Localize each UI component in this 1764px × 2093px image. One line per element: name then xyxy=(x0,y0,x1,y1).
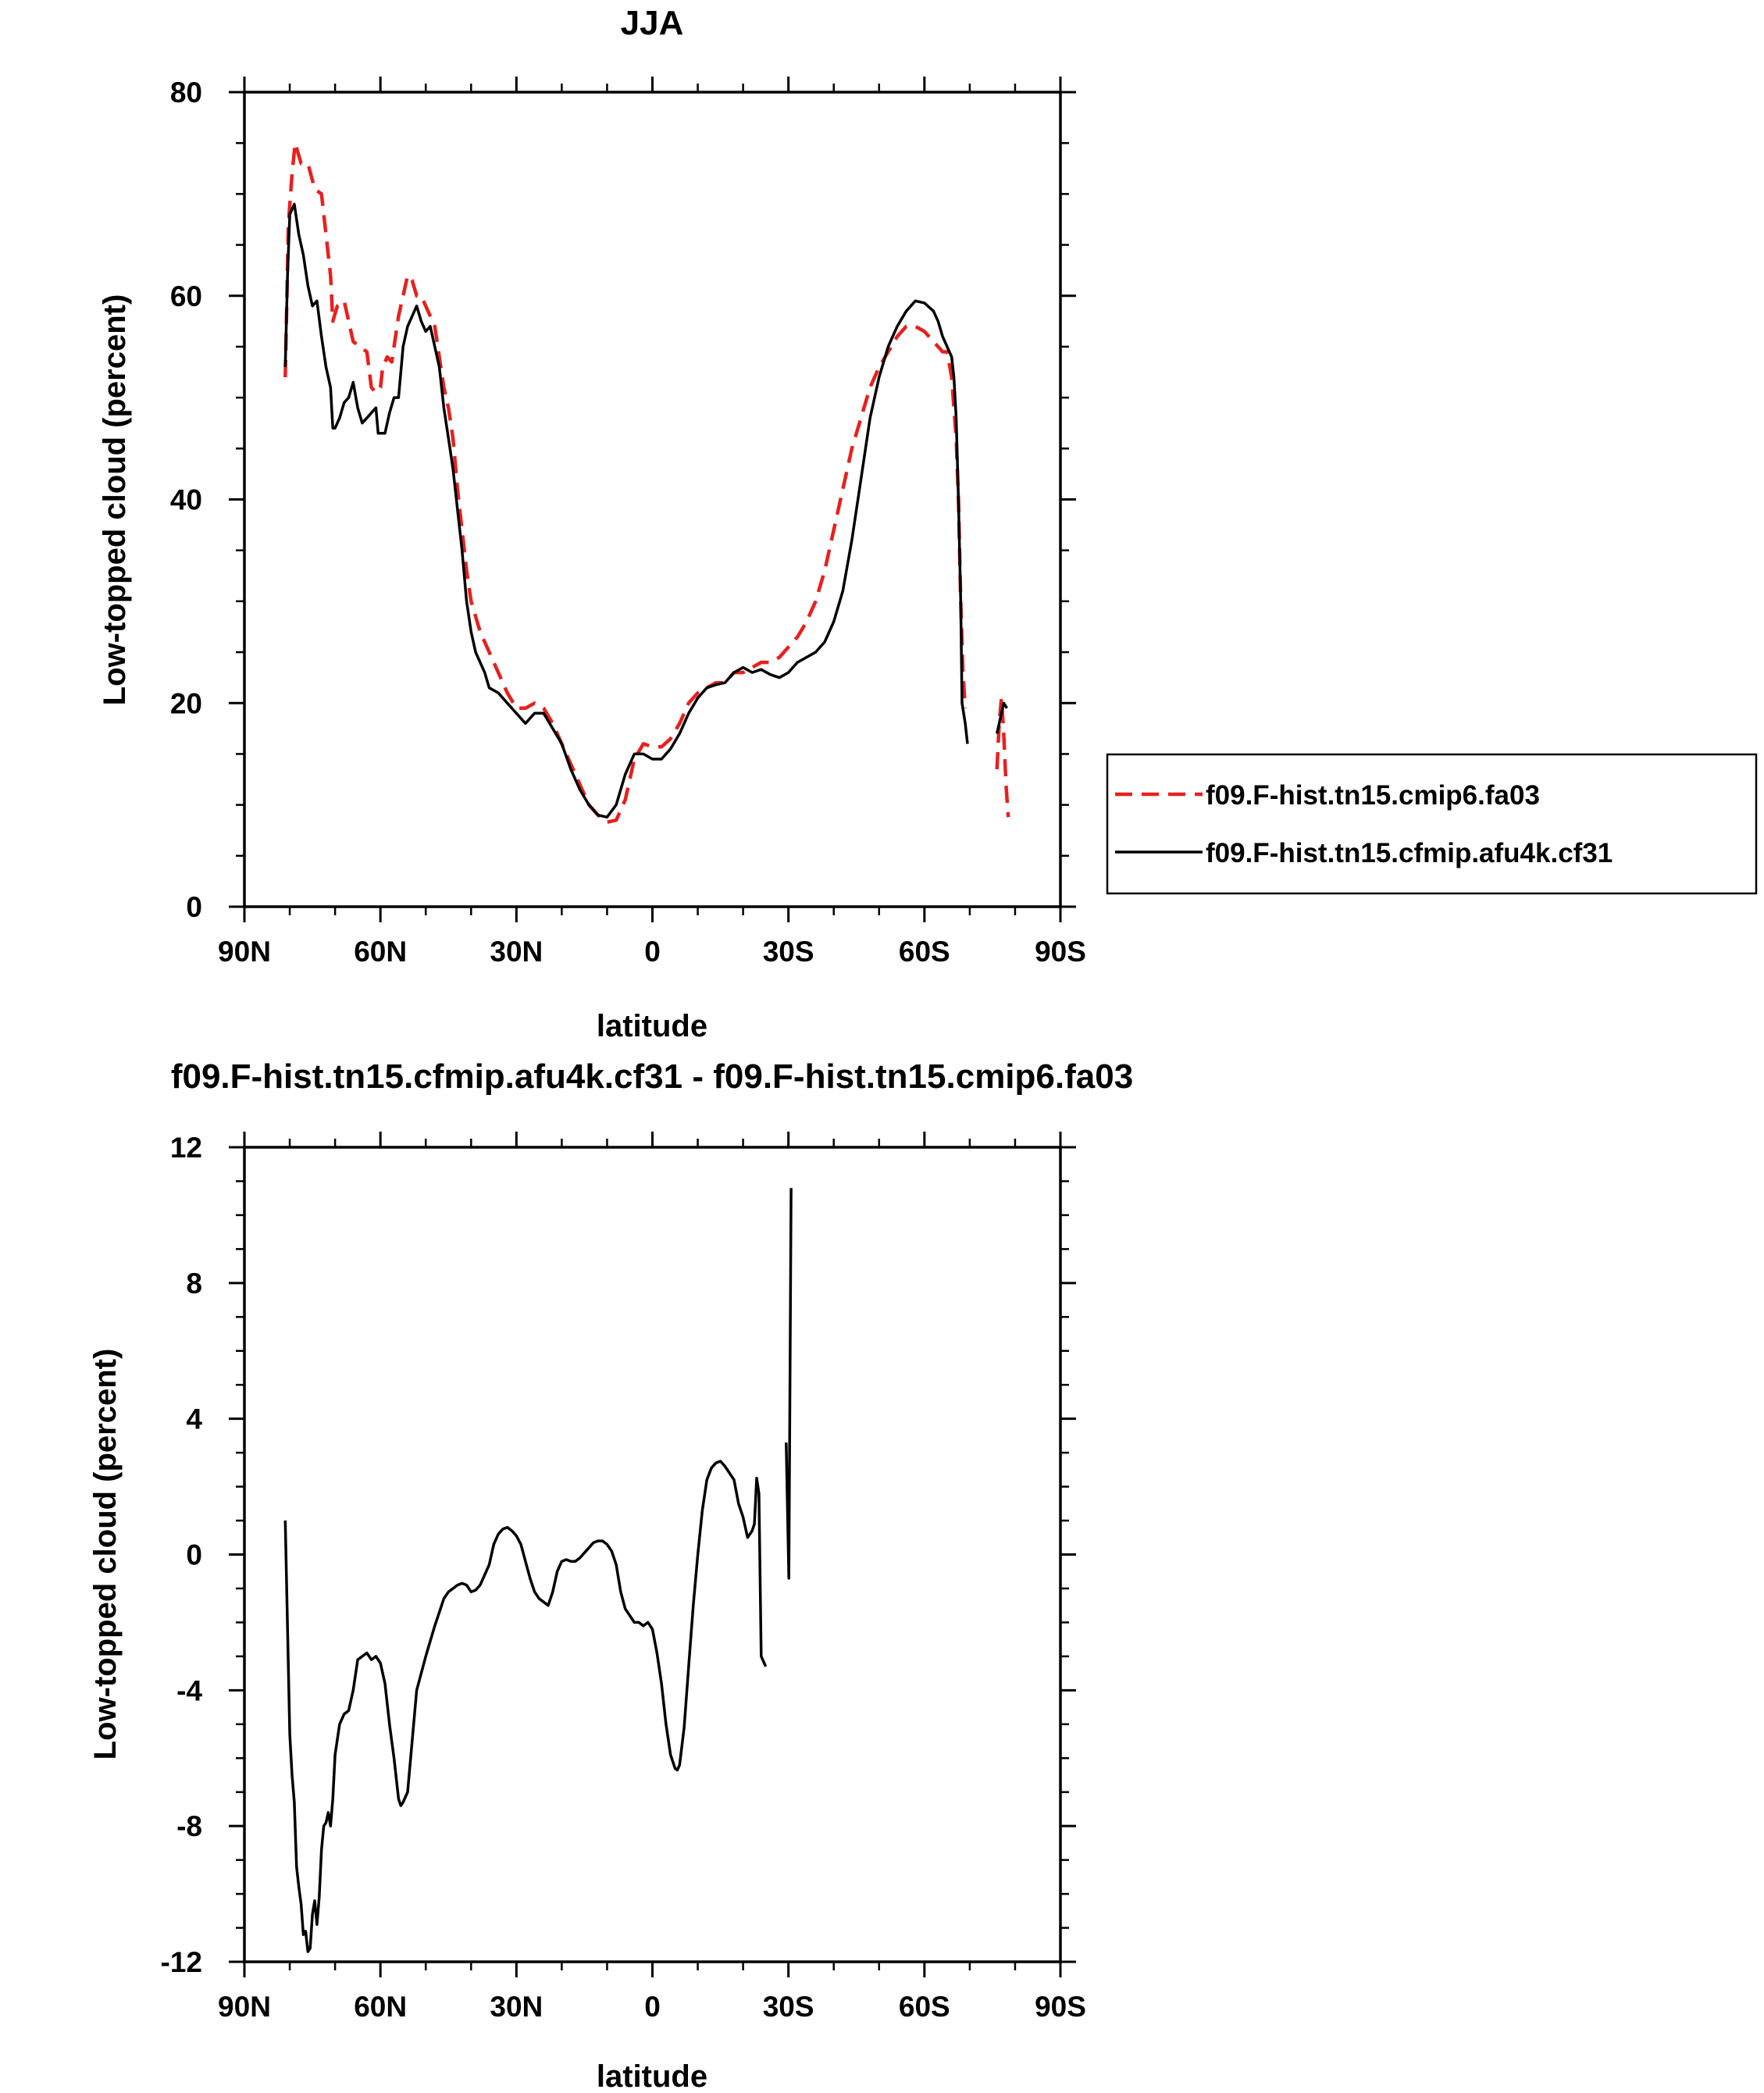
top-y-tick-label: 60 xyxy=(170,280,202,312)
legend: f09.F-hist.tn15.cmip6.fa03 f09.F-hist.tn… xyxy=(1106,753,1758,895)
bottom-x-tick-label: 60S xyxy=(899,1991,950,2023)
top-axis-ticks: 90N 60N 30N 0 30S 60S 90S 0 20 40 60 80 xyxy=(170,77,1086,968)
top-y-axis-label: Low-topped cloud (percent) xyxy=(98,294,132,706)
bottom-x-tick-label: 90S xyxy=(1035,1991,1086,2023)
top-x-tick-label: 90N xyxy=(218,936,271,968)
bottom-series xyxy=(283,1188,793,1953)
bottom-plot-frame xyxy=(243,1146,1062,1963)
top-series-line-1-segment-0 xyxy=(283,202,969,819)
top-x-axis-label: latitude xyxy=(597,1009,707,1043)
bottom-axis-ticks: 90N 60N 30N 0 30S 60S 90S -12 -8 -4 0 4 8 12 xyxy=(161,1132,1086,2023)
legend-label-cf31: f09.F-hist.tn15.cfmip.afu4k.cf31 xyxy=(1206,838,1613,868)
bottom-series-line-0-segment-0 xyxy=(283,1460,768,1953)
top-chart-title: JJA xyxy=(621,4,684,42)
bottom-x-tick-label: 0 xyxy=(644,1991,661,2023)
top-x-tick-label: 30S xyxy=(763,936,814,968)
bottom-x-axis-label: latitude xyxy=(597,2059,707,2093)
top-x-tick-label: 60N xyxy=(354,936,407,968)
top-x-tick-label: 30N xyxy=(490,936,543,968)
top-x-tick-label: 60S xyxy=(899,936,950,968)
top-series xyxy=(283,141,1010,825)
top-series-line-0-segment-0 xyxy=(283,141,968,825)
bottom-y-tick-label: -8 xyxy=(176,1810,202,1842)
top-x-tick-label: 0 xyxy=(644,936,661,968)
bottom-x-tick-label: 60N xyxy=(354,1991,407,2023)
bottom-chart-title: f09.F-hist.tn15.cfmip.afu4k.cf31 - f09.F… xyxy=(171,1057,1133,1096)
top-y-tick-label: 80 xyxy=(170,77,202,109)
top-x-tick-label: 90S xyxy=(1035,936,1086,968)
top-y-tick-label: 0 xyxy=(186,891,202,923)
bottom-x-tick-label: 30S xyxy=(763,1991,814,2023)
top-series-line-1-segment-1 xyxy=(995,701,1008,734)
bottom-y-tick-label: 4 xyxy=(186,1403,202,1435)
bottom-x-tick-label: 30N xyxy=(490,1991,543,2023)
bottom-y-axis-label: Low-topped cloud (percent) xyxy=(88,1349,123,1760)
legend-label-fa03: f09.F-hist.tn15.cmip6.fa03 xyxy=(1206,780,1540,811)
legend-box xyxy=(1106,753,1758,895)
top-y-tick-label: 20 xyxy=(170,687,202,719)
bottom-panel: f09.F-hist.tn15.cfmip.afu4k.cf31 - f09.F… xyxy=(88,1057,1133,2093)
bottom-y-tick-label: 12 xyxy=(170,1132,202,1164)
bottom-series-line-0-segment-1 xyxy=(785,1188,793,1580)
bottom-y-tick-label: -4 xyxy=(176,1674,202,1706)
top-panel: JJA 90N 60N 30N 0 30S 60S 90S 0 20 40 60 80 Low-top… xyxy=(98,4,1758,1043)
top-plot-frame xyxy=(243,91,1062,908)
bottom-x-tick-label: 90N xyxy=(218,1991,271,2023)
bottom-y-tick-label: 8 xyxy=(186,1268,202,1300)
top-y-tick-label: 40 xyxy=(170,484,202,516)
bottom-y-tick-label: 0 xyxy=(186,1539,202,1571)
bottom-y-tick-label: -12 xyxy=(161,1946,202,1978)
